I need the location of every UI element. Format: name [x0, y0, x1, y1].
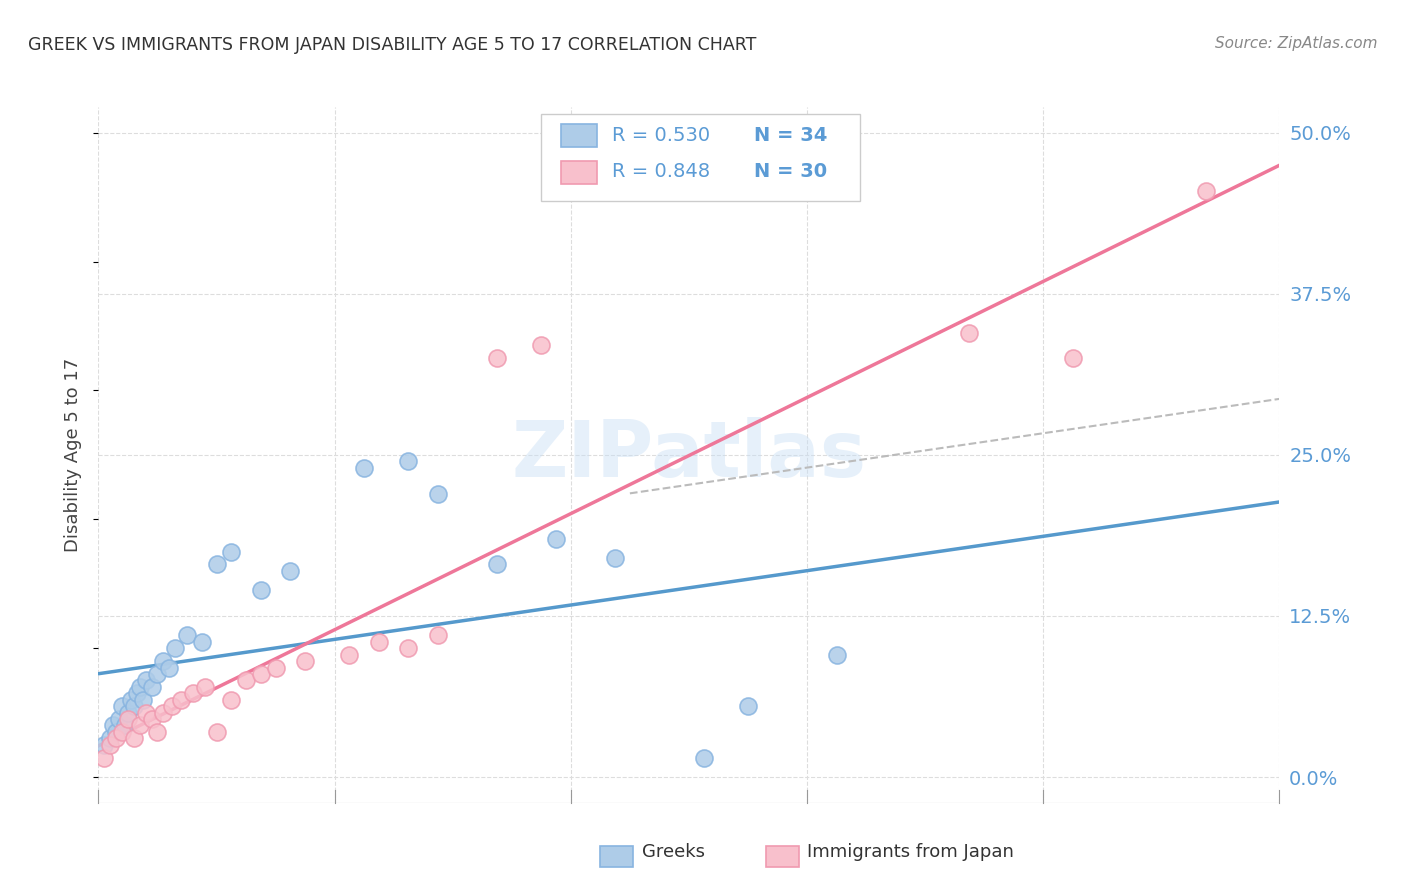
Point	[221, 544, 243, 558]
Point	[162, 699, 183, 714]
Text: N = 34: N = 34	[754, 126, 827, 145]
Point	[146, 667, 169, 681]
Point	[135, 673, 157, 688]
Y-axis label: Disability Age 5 to 17: Disability Age 5 to 17	[65, 358, 83, 552]
Point	[108, 712, 131, 726]
FancyBboxPatch shape	[561, 161, 596, 184]
Point	[117, 706, 139, 720]
FancyBboxPatch shape	[561, 124, 596, 147]
Point	[194, 680, 217, 694]
Point	[176, 628, 198, 642]
Point	[486, 558, 509, 572]
Text: Source: ZipAtlas.com: Source: ZipAtlas.com	[1215, 36, 1378, 51]
Point	[157, 660, 180, 674]
Point	[1195, 184, 1218, 198]
Point	[146, 725, 169, 739]
Point	[427, 486, 450, 500]
Point	[135, 706, 157, 720]
Point	[114, 718, 136, 732]
Point	[205, 558, 228, 572]
Point	[111, 699, 134, 714]
Point	[205, 725, 228, 739]
Point	[98, 738, 121, 752]
Point	[105, 725, 128, 739]
Text: N = 30: N = 30	[754, 162, 827, 181]
Point	[191, 634, 214, 648]
Point	[181, 686, 204, 700]
FancyBboxPatch shape	[541, 114, 860, 201]
Point	[353, 460, 375, 475]
Point	[221, 692, 243, 706]
Point	[128, 718, 150, 732]
Point	[264, 660, 287, 674]
Point	[280, 564, 302, 578]
Point	[103, 718, 125, 732]
Point	[250, 583, 273, 598]
Point	[737, 699, 759, 714]
Point	[132, 692, 155, 706]
Point	[98, 731, 121, 746]
Point	[117, 712, 139, 726]
Point	[530, 338, 553, 352]
Text: R = 0.530: R = 0.530	[612, 126, 710, 145]
Point	[141, 680, 163, 694]
Text: Greeks: Greeks	[641, 843, 704, 861]
Text: Immigrants from Japan: Immigrants from Japan	[807, 843, 1014, 861]
Text: ZIPatlas: ZIPatlas	[512, 417, 866, 493]
Point	[546, 532, 568, 546]
Point	[93, 738, 115, 752]
Point	[486, 351, 509, 366]
Point	[825, 648, 848, 662]
Point	[128, 680, 150, 694]
Point	[398, 454, 420, 468]
Text: GREEK VS IMMIGRANTS FROM JAPAN DISABILITY AGE 5 TO 17 CORRELATION CHART: GREEK VS IMMIGRANTS FROM JAPAN DISABILIT…	[28, 36, 756, 54]
Point	[693, 750, 716, 764]
Point	[339, 648, 361, 662]
Point	[605, 551, 627, 566]
Point	[141, 712, 163, 726]
Point	[111, 725, 134, 739]
Point	[427, 628, 450, 642]
Point	[105, 731, 128, 746]
Point	[152, 654, 174, 668]
Point	[235, 673, 257, 688]
Point	[250, 667, 273, 681]
Point	[398, 641, 420, 656]
FancyBboxPatch shape	[600, 846, 634, 867]
FancyBboxPatch shape	[766, 846, 799, 867]
Point	[120, 692, 142, 706]
Point	[1062, 351, 1084, 366]
Point	[368, 634, 391, 648]
Text: R = 0.848: R = 0.848	[612, 162, 710, 181]
Point	[170, 692, 193, 706]
Point	[125, 686, 148, 700]
Point	[122, 731, 145, 746]
Point	[93, 750, 115, 764]
Point	[959, 326, 981, 340]
Point	[294, 654, 316, 668]
Point	[152, 706, 174, 720]
Point	[165, 641, 187, 656]
Point	[122, 699, 145, 714]
